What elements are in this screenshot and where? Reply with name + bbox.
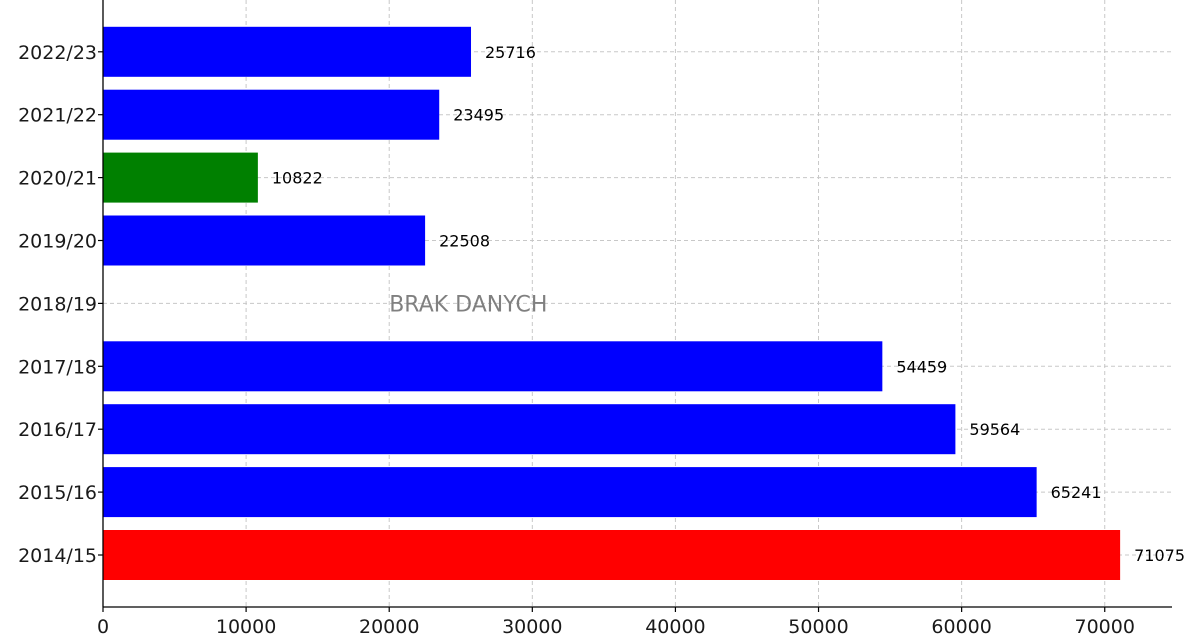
- y-tick-label-2020-21: 2020/21: [18, 168, 97, 190]
- bar-2016-17: [103, 404, 956, 455]
- y-tick-label-2019-20: 2019/20: [18, 231, 97, 253]
- x-tick-label-10000: 10000: [216, 616, 276, 638]
- axes: [98, 0, 1172, 612]
- value-labels: 71075 65241 59564 54459 22508 10822 23495 25716: [272, 43, 1185, 565]
- value-label-2021-22: 23495: [453, 106, 504, 125]
- x-tick-labels: 0 10000 20000 30000 40000 50000 60000 70000: [97, 616, 1135, 638]
- y-tick-label-2021-22: 2021/22: [18, 105, 97, 127]
- bar-2014-15: [103, 530, 1121, 580]
- y-tick-label-2016-17: 2016/17: [18, 419, 97, 441]
- annotation-brak-danych: BRAK DANYCH: [389, 292, 547, 317]
- annotations: BRAK DANYCH: [389, 292, 547, 317]
- bar-2021-22: [103, 89, 440, 140]
- x-tick-label-60000: 60000: [931, 616, 991, 638]
- x-tick-label-0: 0: [97, 616, 109, 638]
- y-tick-labels: 2014/15 2015/16 2016/17 2017/18 2018/19 2019/…: [18, 42, 97, 567]
- value-label-2016-17: 59564: [969, 420, 1020, 439]
- y-tick-label-2017-18: 2017/18: [18, 356, 97, 378]
- bar-2015-16: [103, 467, 1037, 518]
- value-label-2020-21: 10822: [272, 169, 323, 188]
- value-label-2014-15: 71075: [1134, 546, 1185, 565]
- x-tick-label-40000: 40000: [645, 616, 705, 638]
- y-tick-label-2022-23: 2022/23: [18, 42, 97, 64]
- x-tick-label-70000: 70000: [1075, 616, 1135, 638]
- x-tick-label-30000: 30000: [502, 616, 562, 638]
- bar-2019-20: [103, 215, 426, 266]
- bars: [103, 26, 1121, 580]
- value-label-2022-23: 25716: [485, 43, 536, 62]
- value-label-2019-20: 22508: [439, 232, 490, 251]
- x-tick-label-50000: 50000: [788, 616, 848, 638]
- y-tick-label-2015-16: 2015/16: [18, 482, 97, 504]
- bar-2022-23: [103, 26, 472, 77]
- y-tick-label-2018-19: 2018/19: [18, 293, 97, 315]
- value-label-2017-18: 54459: [896, 357, 947, 376]
- bar-2020-21: [103, 152, 258, 203]
- x-tick-label-20000: 20000: [359, 616, 419, 638]
- bar-2017-18: [103, 341, 883, 392]
- y-tick-label-2014-15: 2014/15: [18, 545, 97, 567]
- value-label-2015-16: 65241: [1051, 483, 1102, 502]
